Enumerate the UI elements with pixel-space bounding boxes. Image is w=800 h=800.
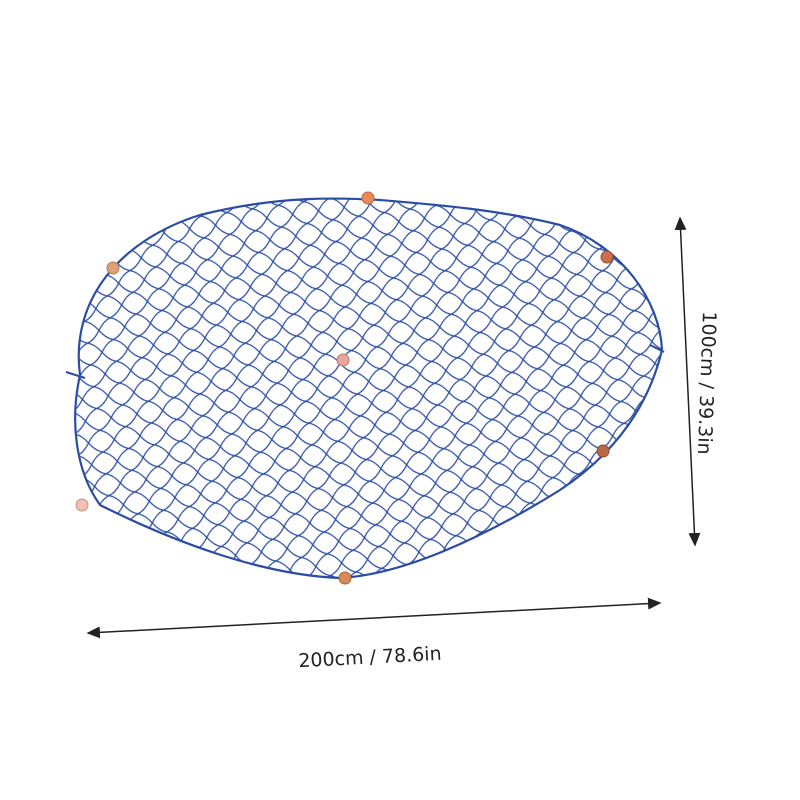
height-arrow [674,216,701,547]
width-arrow [86,597,662,639]
height-label: 100cm / 39.3in [693,311,720,455]
width-label: 200cm / 78.6in [298,643,442,672]
shells [75,191,614,585]
fishing-net [65,197,665,580]
